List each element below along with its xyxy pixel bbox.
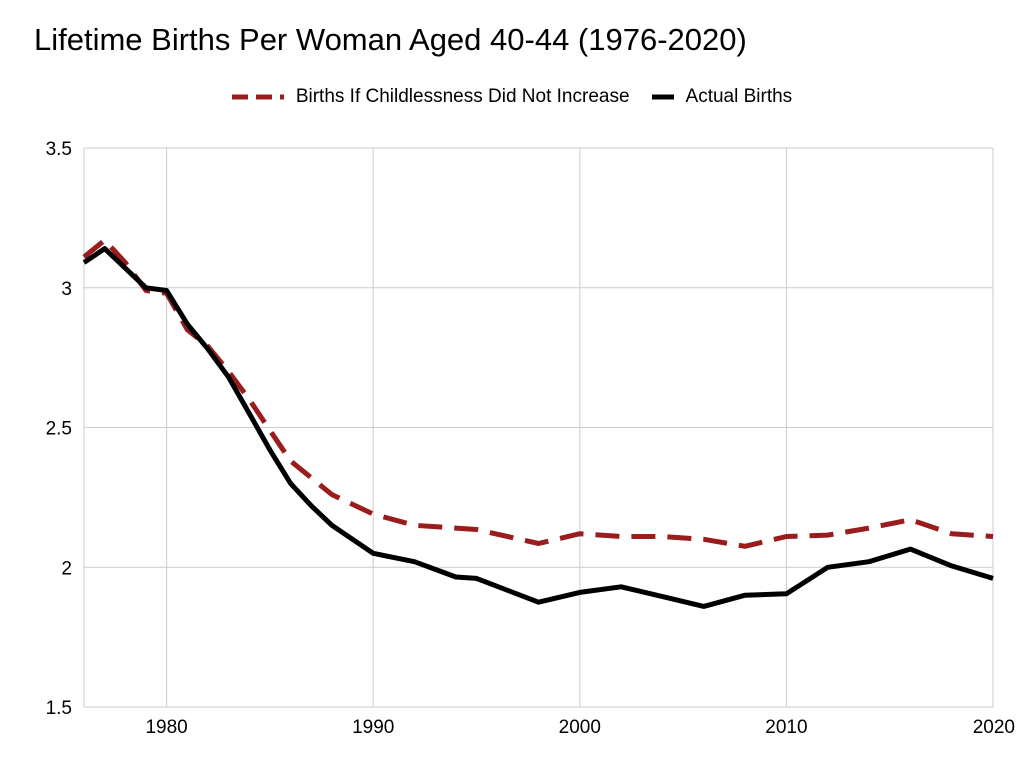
series-line-counterfactual: [82, 237, 994, 549]
series-line-actual: [82, 246, 994, 609]
x-tick-label: 2000: [559, 717, 601, 738]
chart-legend: Births If Childlessness Did Not Increase…: [0, 86, 1024, 108]
legend-label-actual: Actual Births: [685, 86, 793, 107]
x-tick-label: 2010: [765, 717, 807, 738]
y-tick-label: 1.5: [46, 698, 72, 719]
x-tick-label: 1980: [145, 717, 187, 738]
legend-label-counterfactual: Births If Childlessness Did Not Increase: [295, 86, 630, 107]
y-tick-label: 2: [61, 558, 72, 579]
legend-item-counterfactual: Births If Childlessness Did Not Increase: [231, 86, 630, 108]
legend-swatch-solid: [651, 94, 674, 100]
legend-item-actual: Actual Births: [651, 86, 793, 108]
legend-swatch-dashed: [231, 94, 284, 100]
y-tick-label: 3: [61, 279, 72, 300]
y-tick-label: 3.5: [46, 139, 72, 160]
chart-title: Lifetime Births Per Woman Aged 40-44 (19…: [34, 22, 747, 57]
x-tick-label: 2020: [973, 717, 1015, 738]
x-tick-label: 1990: [352, 717, 394, 738]
y-tick-label: 2.5: [46, 419, 72, 440]
